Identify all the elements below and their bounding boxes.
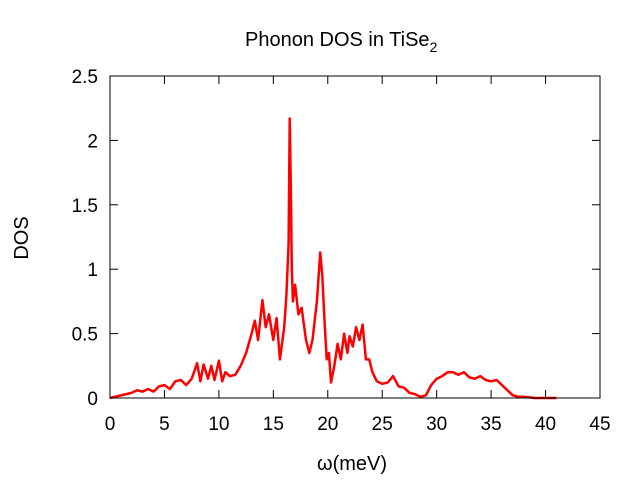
chart-title-subscript: 2 [430, 39, 438, 55]
y-tick-label: 1 [87, 260, 98, 281]
x-tick-label: 0 [105, 414, 116, 435]
x-tick-label: 5 [159, 414, 170, 435]
y-tick-label: 0 [87, 389, 98, 410]
x-axis-label: ω(meV) [317, 453, 387, 475]
x-tick-label: 30 [426, 414, 447, 435]
x-tick-label: 20 [317, 414, 338, 435]
chart-title: Phonon DOS in TiSe2 [245, 29, 438, 55]
chart-title-main: Phonon DOS in TiSe [245, 29, 430, 51]
x-tick-label: 40 [535, 414, 556, 435]
x-tick-label: 45 [589, 414, 610, 435]
y-tick-label: 2 [87, 131, 98, 152]
plot-frame [109, 75, 601, 399]
x-tick-label: 35 [481, 414, 502, 435]
plot-area: 0 5 10 15 20 25 30 35 40 45 0 0.5 1 1.5 2 2.5 [72, 67, 611, 435]
y-tick-label: 2.5 [72, 67, 98, 88]
x-tick-label: 15 [263, 414, 284, 435]
x-tick-label: 25 [372, 414, 393, 435]
x-tick-label: 10 [208, 414, 229, 435]
y-tick-label: 1.5 [72, 196, 98, 217]
series-line [109, 117, 557, 400]
y-tick-label: 0.5 [72, 325, 98, 346]
y-axis-label: DOS [11, 216, 33, 259]
